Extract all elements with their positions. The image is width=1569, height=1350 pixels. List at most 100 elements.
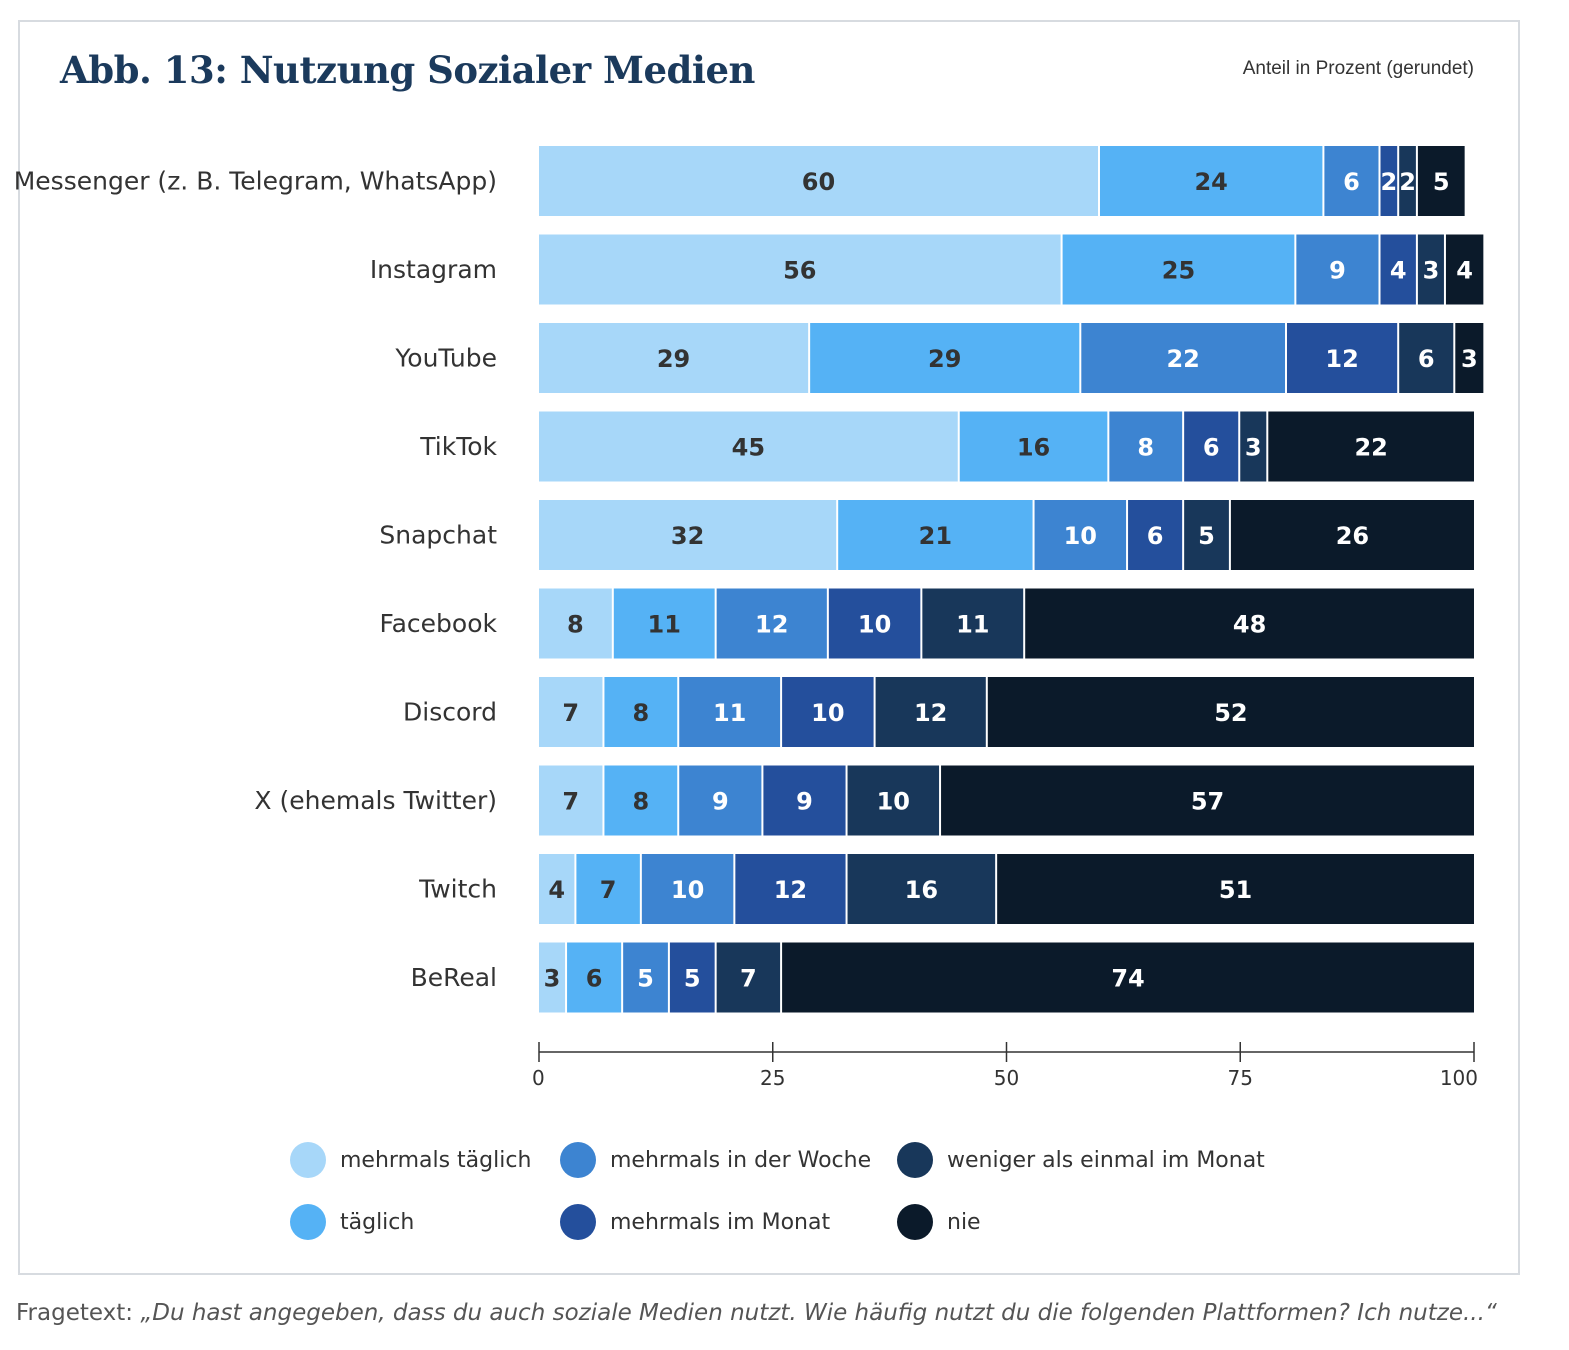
bar-segment <box>875 677 986 747</box>
bar-segment <box>987 677 1474 747</box>
legend: mehrmals täglich täglich mehrmals in der… <box>290 1140 1290 1250</box>
data-label: 4 <box>1390 257 1407 285</box>
data-label: 2 <box>1380 168 1397 196</box>
data-label: 10 <box>811 699 844 727</box>
bar-segment <box>539 234 1061 305</box>
data-label: 32 <box>671 522 704 550</box>
category-label: Snapchat <box>379 521 497 550</box>
data-label: 2 <box>1399 168 1416 196</box>
bar-segment <box>539 323 809 393</box>
bar-segment <box>810 323 1080 393</box>
bar-segment <box>1455 323 1484 393</box>
data-label: 21 <box>919 522 952 550</box>
bar-segment <box>782 677 874 747</box>
legend-label: nie <box>947 1209 981 1235</box>
data-label: 74 <box>1111 965 1144 993</box>
bar-segment <box>1025 588 1474 659</box>
bar-segment <box>539 588 612 659</box>
bar-segment <box>1417 146 1465 216</box>
data-label: 6 <box>1147 522 1164 550</box>
data-label: 8 <box>632 699 649 727</box>
data-label: 22 <box>1166 345 1199 373</box>
data-label: 11 <box>956 611 989 639</box>
category-label: YouTube <box>394 344 497 373</box>
category-label: Messenger (z. B. Telegram, WhatsApp) <box>14 167 497 196</box>
bar-segment <box>782 942 1474 1013</box>
bar-segment <box>763 765 846 836</box>
bar-segment <box>847 765 940 836</box>
legend-label: weniger als einmal im Monat <box>947 1147 1265 1173</box>
data-label: 10 <box>858 611 891 639</box>
data-label: 3 <box>544 965 561 993</box>
data-label: 10 <box>671 876 704 904</box>
legend-label: täglich <box>340 1209 415 1235</box>
bar-segment <box>567 942 622 1013</box>
data-label: 16 <box>905 876 938 904</box>
bar-segment <box>828 588 921 659</box>
bar-segment <box>838 500 1033 570</box>
data-label: 8 <box>567 611 584 639</box>
bar-segment <box>922 588 1024 659</box>
bar-segment <box>604 677 678 747</box>
legend-label: mehrmals im Monat <box>610 1209 831 1235</box>
bar-segment <box>997 854 1474 924</box>
data-label: 4 <box>548 876 565 904</box>
bar-segment <box>1268 411 1474 482</box>
data-label: 12 <box>774 876 807 904</box>
bar-segment <box>539 411 958 482</box>
legend-swatch <box>290 1204 326 1240</box>
bar-segment <box>679 677 781 747</box>
bar-segment <box>1184 411 1239 482</box>
bar-segment <box>1184 500 1229 570</box>
data-label: 29 <box>657 345 690 373</box>
category-label: Discord <box>403 698 497 727</box>
data-label: 11 <box>713 699 746 727</box>
data-label: 52 <box>1214 699 1247 727</box>
data-label: 9 <box>712 788 729 816</box>
bar-segment <box>1324 146 1379 216</box>
data-label: 5 <box>684 965 701 993</box>
data-label: 8 <box>632 788 649 816</box>
data-label: 60 <box>802 168 835 196</box>
data-label: 3 <box>1245 434 1262 462</box>
bar-segment <box>604 765 678 836</box>
bar-segment <box>1445 234 1484 305</box>
legend-item-nie: nie <box>897 1202 981 1242</box>
bar-segment <box>941 765 1474 836</box>
bar-segment <box>1380 146 1398 216</box>
data-label: 45 <box>732 434 765 462</box>
data-label: 5 <box>637 965 654 993</box>
x-tick-label: 25 <box>760 1066 785 1090</box>
legend-swatch <box>560 1204 596 1240</box>
bar-segment <box>716 588 827 659</box>
data-label: 3 <box>1423 257 1440 285</box>
data-label: 6 <box>1418 345 1435 373</box>
data-label: 22 <box>1354 434 1387 462</box>
bar-segment <box>539 765 603 836</box>
data-label: 7 <box>600 876 617 904</box>
legend-swatch <box>290 1142 326 1178</box>
category-label: BeReal <box>411 963 497 992</box>
data-label: 6 <box>1343 168 1360 196</box>
data-label: 25 <box>1162 257 1195 285</box>
x-tick-label: 100 <box>1440 1066 1478 1090</box>
legend-item-taeglich: täglich <box>290 1202 414 1242</box>
data-label: 16 <box>1017 434 1050 462</box>
category-label: Instagram <box>370 255 497 284</box>
data-label: 9 <box>796 788 813 816</box>
category-label: Twitch <box>418 875 497 904</box>
x-tick-label: 75 <box>1228 1066 1253 1090</box>
bar-segment <box>539 500 837 570</box>
bar-segment <box>576 854 640 924</box>
bar-segment <box>1100 146 1323 216</box>
bar-segment <box>623 942 668 1013</box>
bar-segment <box>959 411 1108 482</box>
category-label: TikTok <box>419 432 497 461</box>
data-label: 7 <box>562 699 579 727</box>
data-label: 6 <box>1203 434 1220 462</box>
bar-segment <box>1109 411 1183 482</box>
bar-segment <box>539 942 566 1013</box>
bar-segment <box>1287 323 1398 393</box>
data-label: 12 <box>755 611 788 639</box>
data-label: 56 <box>783 257 816 285</box>
